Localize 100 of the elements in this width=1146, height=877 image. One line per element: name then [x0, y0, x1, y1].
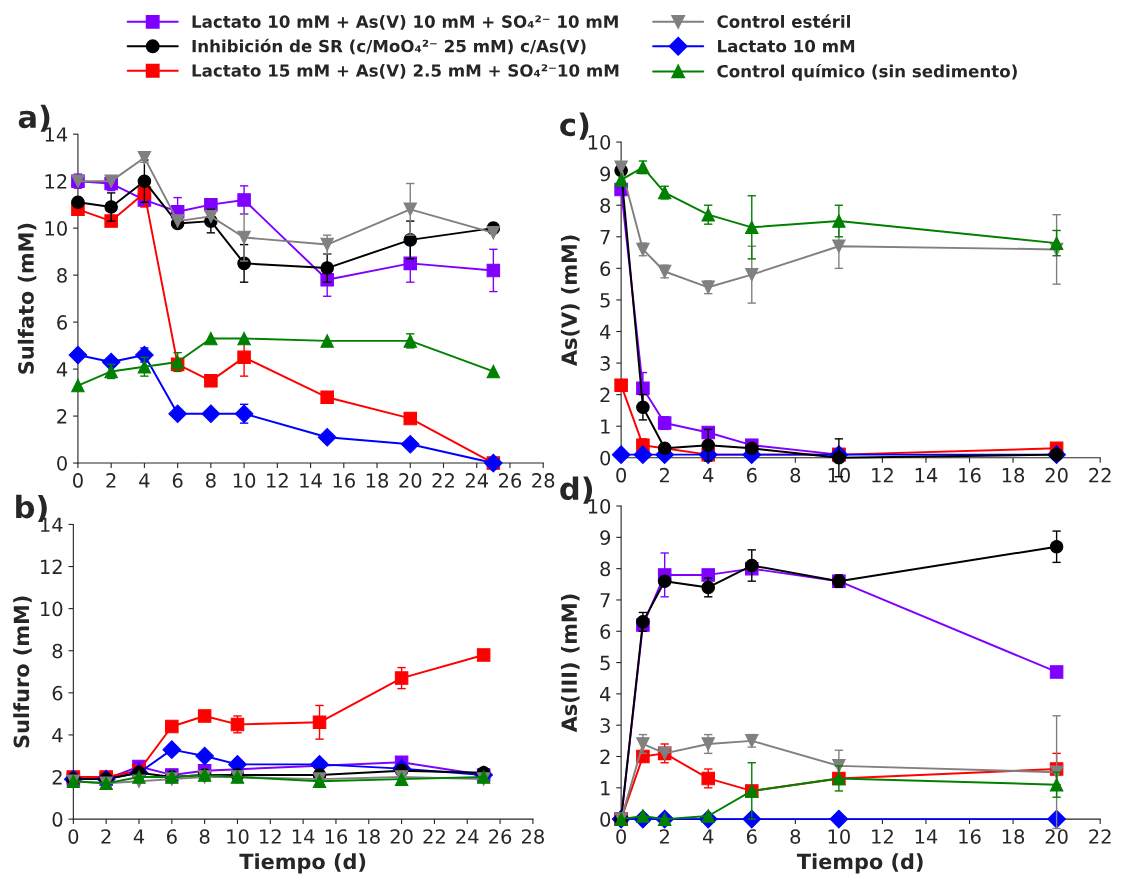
x-tick-label: 12 [260, 829, 281, 844]
x-tick-label: 16 [333, 473, 355, 488]
x-tick-label: 14 [292, 829, 315, 844]
x-tick-label: 18 [358, 829, 380, 844]
y-tick-label: 5 [600, 655, 610, 671]
x-tick-label: 0 [73, 473, 83, 488]
x-tick-label: 10 [828, 829, 850, 844]
y-tick-label: 4 [599, 324, 611, 339]
x-tick-label: 24 [465, 473, 489, 488]
x-tick-label: 12 [872, 467, 893, 483]
y-tick-label: 0 [57, 456, 67, 471]
x-tick-label: 16 [959, 467, 981, 483]
x-tick-label: 22 [423, 829, 445, 844]
x-tick-label: 18 [1002, 829, 1025, 844]
y-tick-label: 4 [56, 362, 68, 377]
x-tick-label: 22 [1089, 829, 1111, 844]
x-tick-label: 14 [915, 829, 938, 844]
x-tick-label: 8 [790, 467, 801, 483]
legend-label: Control químico (sin sedimento) [717, 63, 1017, 81]
y-tick-label: 12 [41, 559, 62, 574]
y-tick-label: 2 [52, 769, 62, 785]
y-tick-label: 5 [600, 293, 610, 308]
y-tick-label: 10 [45, 221, 67, 236]
x-axis-title: Tiempo (d) [796, 853, 923, 874]
x-tick-label: 18 [1002, 467, 1025, 483]
x-tick-label: 6 [166, 829, 177, 844]
text: c) [560, 112, 589, 140]
x-tick-label: 12 [267, 473, 288, 488]
y-tick-label: 6 [52, 685, 63, 701]
x-tick-label: 4 [702, 829, 714, 844]
x-tick-label: 18 [366, 473, 389, 488]
y-tick-label: 10 [588, 135, 611, 150]
y-tick-label: 6 [600, 624, 611, 639]
x-axis-title: Tiempo (d) [239, 853, 366, 874]
y-tick-label: 0 [52, 812, 63, 827]
x-tick-label: 14 [300, 473, 322, 488]
y-axis-title: Sulfato (mM) [17, 223, 37, 374]
x-tick-label: 2 [101, 829, 111, 844]
x-tick-label: 20 [390, 829, 413, 844]
y-tick-label: 12 [45, 174, 67, 189]
x-tick-label: 2 [659, 829, 669, 844]
y-tick-label: 0 [600, 450, 611, 466]
y-axis-title: As(V) (mM) [560, 235, 580, 367]
y-tick-label: 2 [600, 749, 610, 764]
x-tick-label: 26 [499, 473, 522, 488]
y-tick-label: 4 [599, 687, 611, 702]
legend-label: Lactato 15 mM + As(V) 2.5 mM + SO₄²⁻10 mM [192, 63, 619, 79]
y-tick-label: 2 [600, 387, 610, 403]
y-axis-title: Sulfuro (mM) [13, 596, 32, 748]
y-tick-label: 2 [57, 409, 67, 424]
x-tick-label: 26 [489, 829, 512, 844]
x-tick-label: 28 [521, 829, 544, 844]
x-tick-label: 20 [399, 473, 422, 488]
y-tick-label: 9 [600, 530, 611, 545]
x-tick-label: 20 [1045, 467, 1068, 483]
x-tick-label: 4 [139, 473, 150, 488]
x-tick-label: 8 [206, 473, 216, 488]
y-axis-title: As(III) (mM) [560, 594, 580, 733]
x-tick-label: 4 [133, 829, 145, 844]
x-tick-label: 22 [1089, 467, 1111, 483]
legend-label: Lactato 10 mM [718, 39, 855, 53]
x-tick-label: 0 [616, 829, 627, 844]
y-tick-label: 10 [41, 601, 63, 617]
x-tick-label: 6 [746, 467, 757, 483]
x-tick-label: 2 [659, 467, 669, 483]
x-tick-label: 4 [702, 468, 714, 483]
x-tick-label: 16 [325, 829, 348, 844]
y-tick-label: 6 [600, 261, 611, 277]
x-tick-label: 28 [532, 473, 555, 488]
y-tick-label: 0 [600, 812, 611, 827]
y-tick-label: 8 [600, 561, 611, 577]
legend-label: Lactato 10 mM + As(V) 10 mM + SO₄²⁻ 10 mM [192, 15, 618, 30]
x-tick-label: 20 [1045, 829, 1068, 844]
legend-label: Inhibición de SR (c/MoO₄²⁻ 25 mM) c/As(V) [192, 38, 586, 55]
x-tick-label: 0 [68, 829, 79, 844]
x-tick-label: 12 [872, 829, 893, 844]
y-tick-label: 8 [600, 198, 611, 213]
y-tick-label: 7 [600, 593, 610, 608]
x-tick-label: 2 [106, 473, 116, 488]
x-tick-label: 10 [828, 467, 850, 483]
y-tick-label: 8 [57, 268, 67, 283]
y-tick-label: 3 [600, 356, 610, 371]
y-tick-label: 1 [601, 419, 610, 434]
y-tick-label: 7 [600, 230, 610, 245]
x-tick-label: 24 [456, 829, 479, 844]
x-tick-label: 14 [915, 468, 938, 483]
x-tick-label: 8 [790, 829, 801, 844]
x-tick-label: 10 [227, 829, 249, 844]
y-tick-label: 1 [601, 781, 610, 796]
y-tick-label: 4 [52, 728, 63, 743]
y-tick-label: 6 [57, 315, 67, 330]
x-tick-label: 10 [233, 473, 256, 488]
y-tick-label: 8 [52, 643, 63, 659]
x-tick-label: 22 [432, 473, 454, 488]
x-tick-label: 0 [616, 467, 627, 483]
y-tick-label: 9 [600, 166, 611, 182]
x-tick-label: 6 [172, 473, 183, 488]
x-tick-label: 16 [959, 829, 981, 844]
legend-label: Control estéril [717, 14, 850, 28]
x-tick-label: 8 [199, 829, 210, 844]
